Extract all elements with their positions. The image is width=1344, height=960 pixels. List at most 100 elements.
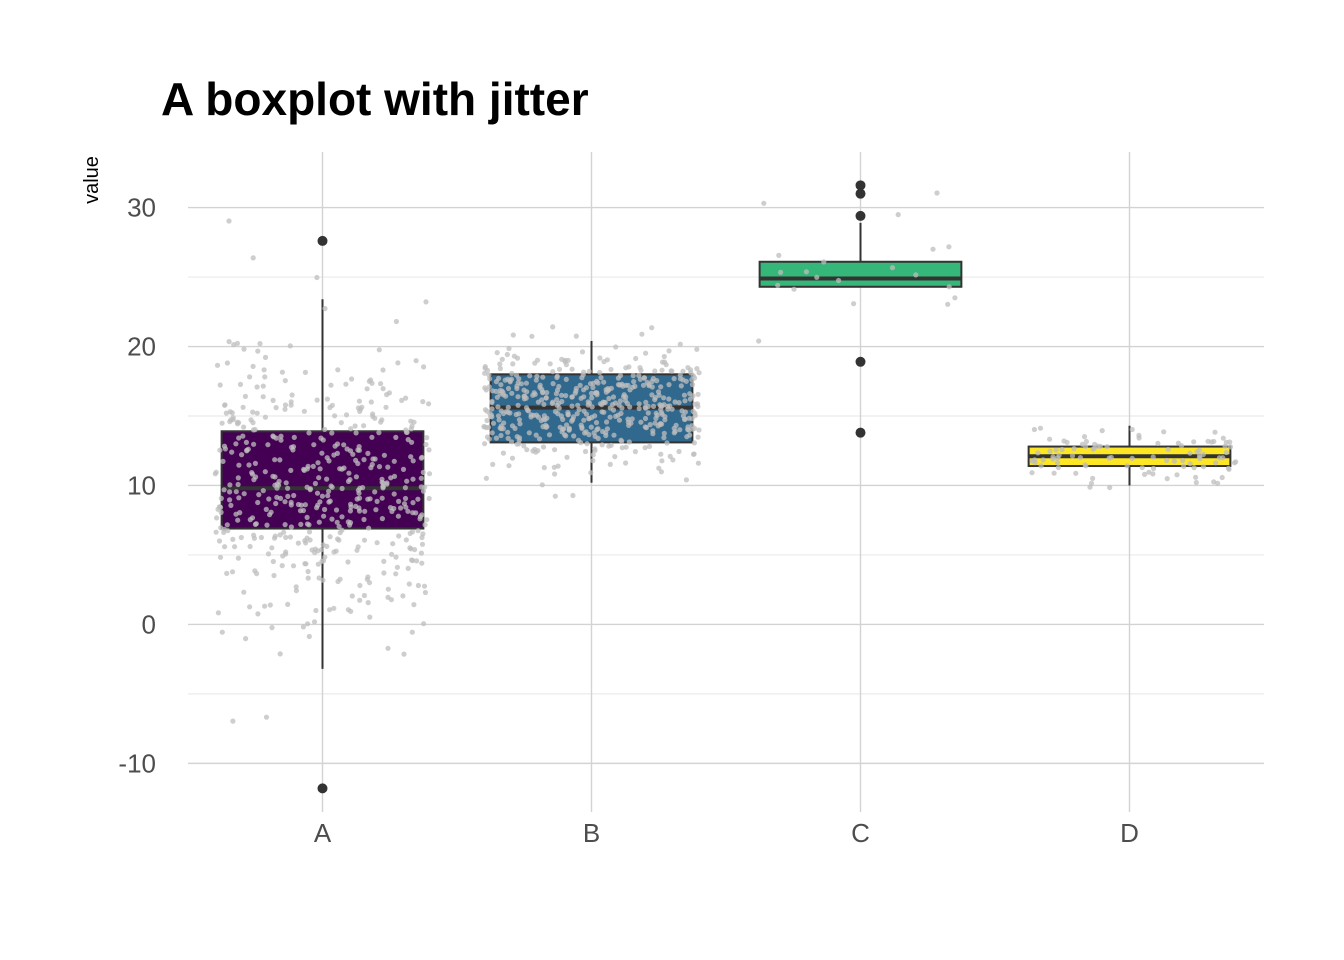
- jitter-point: [778, 269, 784, 275]
- jitter-point: [1050, 454, 1056, 460]
- jitter-point: [515, 380, 521, 386]
- jitter-point: [597, 369, 603, 376]
- jitter-point: [229, 569, 236, 575]
- jitter-point: [588, 390, 595, 396]
- jitter-point: [694, 366, 700, 372]
- jitter-point: [279, 369, 285, 375]
- jitter-point: [345, 478, 352, 484]
- jitter-point: [388, 597, 394, 603]
- jitter-point: [612, 454, 618, 460]
- jitter-point: [401, 501, 408, 507]
- jitter-point: [1090, 475, 1096, 481]
- jitter-point: [318, 547, 324, 553]
- jitter-point: [387, 505, 394, 511]
- jitter-point: [683, 477, 690, 483]
- jitter-point: [836, 277, 842, 284]
- jitter-point: [421, 364, 427, 370]
- jitter-point: [608, 366, 614, 373]
- jitter-point: [629, 416, 635, 422]
- jitter-point: [694, 401, 701, 407]
- jitter-point: [405, 508, 411, 514]
- jitter-point: [252, 460, 258, 466]
- jitter-point: [552, 493, 558, 499]
- jitter-point: [262, 603, 268, 609]
- jitter-point: [508, 376, 515, 382]
- jitter-point: [362, 508, 368, 514]
- jitter-point: [361, 457, 367, 463]
- jitter-point: [408, 454, 414, 460]
- jitter-point: [653, 415, 659, 421]
- jitter-point: [821, 259, 827, 265]
- jitter-point: [303, 540, 309, 546]
- jitter-point: [604, 426, 611, 432]
- jitter-point: [509, 370, 515, 376]
- jitter-point: [322, 426, 328, 432]
- jitter-point: [327, 607, 333, 613]
- jitter-point: [682, 398, 688, 404]
- jitter-point: [247, 543, 253, 550]
- jitter-point: [325, 493, 331, 499]
- jitter-point: [527, 373, 533, 379]
- jitter-point: [1191, 439, 1197, 445]
- jitter-point: [233, 489, 239, 495]
- jitter-point: [245, 446, 251, 452]
- jitter-point: [569, 366, 575, 372]
- jitter-point: [226, 339, 232, 345]
- jitter-point: [627, 387, 633, 393]
- jitter-point: [251, 441, 257, 447]
- jitter-point: [419, 534, 425, 541]
- jitter-point: [260, 383, 266, 389]
- jitter-point: [1150, 471, 1156, 477]
- jitter-point: [295, 501, 302, 508]
- jitter-point: [314, 490, 321, 496]
- y-tick-label: 20: [127, 332, 156, 362]
- jitter-point: [1090, 446, 1096, 452]
- jitter-point: [1225, 465, 1232, 471]
- jitter-point: [606, 395, 612, 402]
- jitter-point: [217, 382, 223, 388]
- jitter-point: [316, 475, 322, 481]
- y-tick-label: -10: [118, 748, 156, 778]
- jitter-point: [241, 424, 247, 430]
- jitter-point: [1056, 452, 1062, 458]
- jitter-point: [391, 491, 397, 497]
- jitter-point: [219, 420, 225, 426]
- jitter-point: [320, 577, 326, 583]
- jitter-point: [682, 409, 689, 415]
- jitter-point: [348, 501, 354, 507]
- jitter-point: [311, 442, 317, 448]
- jitter-point: [498, 382, 504, 388]
- jitter-point: [934, 190, 940, 196]
- jitter-point: [851, 301, 857, 307]
- jitter-point: [216, 538, 223, 544]
- jitter-point: [415, 528, 421, 534]
- jitter-point: [489, 414, 495, 420]
- jitter-point: [222, 544, 228, 550]
- jitter-point: [367, 614, 373, 620]
- jitter-point: [332, 413, 338, 419]
- jitter-point: [669, 368, 675, 374]
- jitter-point: [243, 439, 249, 445]
- jitter-point: [324, 476, 330, 482]
- jitter-point: [791, 286, 797, 292]
- jitter-point: [357, 597, 363, 603]
- jitter-point: [515, 402, 521, 408]
- jitter-point: [422, 589, 428, 596]
- jitter-point: [523, 380, 530, 386]
- jitter-point: [497, 361, 503, 367]
- jitter-point: [410, 500, 416, 506]
- jitter-point: [1164, 457, 1170, 464]
- jitter-point: [677, 341, 683, 347]
- jitter-point: [233, 441, 239, 447]
- jitter-point: [594, 378, 600, 384]
- jitter-point: [489, 399, 495, 406]
- jitter-point: [663, 362, 669, 368]
- jitter-point: [277, 651, 283, 657]
- jitter-point: [236, 435, 242, 441]
- jitter-point: [616, 417, 623, 423]
- jitter-point: [513, 372, 520, 378]
- jitter-point: [592, 447, 598, 454]
- jitter-point: [426, 447, 432, 453]
- jitter-point: [339, 485, 345, 492]
